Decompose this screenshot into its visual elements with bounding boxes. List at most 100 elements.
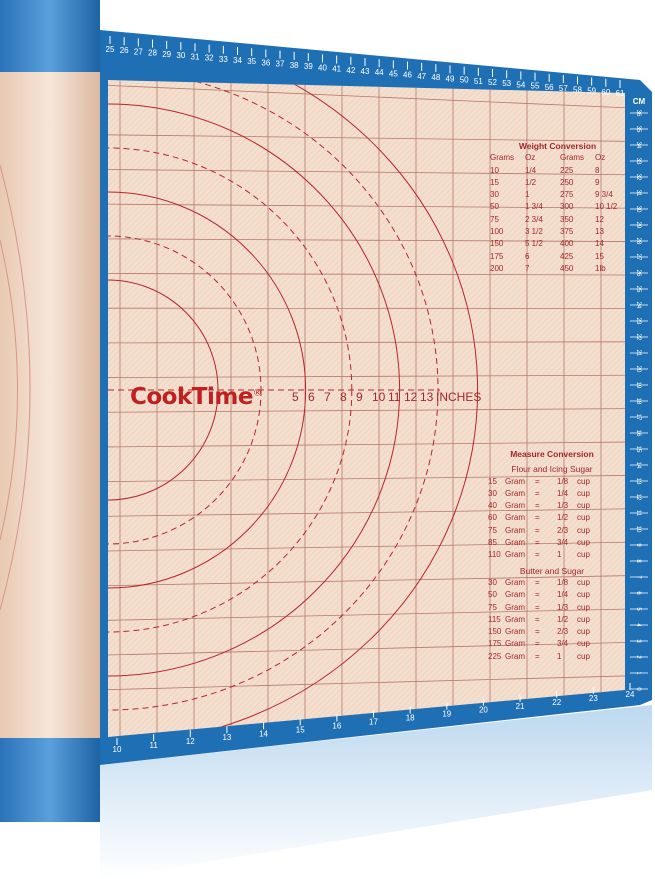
table-row: 175 Gram = 3/4 cup xyxy=(488,639,590,649)
right-ruler-unit: CM xyxy=(633,97,646,106)
rolled-mat xyxy=(0,0,100,820)
top-ruler-label: 36 xyxy=(261,58,270,67)
top-ruler-label: 48 xyxy=(431,73,440,82)
top-ruler-label: 29 xyxy=(162,50,171,59)
table-row: 40 Gram = 1/3 cup xyxy=(488,501,590,511)
right-ruler-label: 35 xyxy=(635,126,641,133)
right-ruler-label: 3 xyxy=(635,639,641,643)
inch-label: 7 xyxy=(324,390,331,404)
grid-line xyxy=(108,238,625,243)
right-ruler-label: 12 xyxy=(635,494,641,501)
bottom-ruler-label: 12 xyxy=(186,737,195,746)
grid-line xyxy=(108,508,625,517)
right-ruler-label: 10 xyxy=(635,526,641,533)
top-ruler-label: 47 xyxy=(417,72,426,81)
bottom-ruler-label: 14 xyxy=(259,729,268,738)
top-ruler-label: 39 xyxy=(304,62,313,71)
right-ruler-label: 30 xyxy=(635,206,641,213)
top-ruler-label: 44 xyxy=(375,68,384,77)
grid-line xyxy=(108,134,625,142)
bottom-ruler-label: 15 xyxy=(296,725,305,734)
section-title: Flour and Icing Sugar xyxy=(511,464,593,475)
top-ruler-label: 56 xyxy=(545,83,554,92)
table-row: 150 Gram = 2/3 cup xyxy=(488,627,590,637)
bottom-ruler-label: 10 xyxy=(113,745,122,754)
circle-guide xyxy=(108,191,307,589)
top-ruler-label: 58 xyxy=(573,85,582,94)
right-ruler-label: 23 xyxy=(635,318,641,325)
top-ruler-label: 33 xyxy=(219,55,228,64)
weight-conversion-table: Weight Conversion Grams Oz Grams Oz 10 1/4 225… xyxy=(490,140,625,275)
right-ruler-label: 19 xyxy=(635,382,641,389)
table-row: 60 Gram = 1/2 cup xyxy=(488,513,590,523)
grid-line xyxy=(108,341,625,344)
grid-line xyxy=(108,675,625,691)
top-ruler-label: 45 xyxy=(389,69,398,78)
table-row: 225 Gram = 1 cup xyxy=(488,651,590,661)
right-ruler-label: 34 xyxy=(635,142,641,149)
right-ruler-label: 9 xyxy=(635,543,641,547)
inch-label: 9 xyxy=(356,390,363,404)
table-row: 15 Gram = 1/8 cup xyxy=(488,476,590,486)
inch-label: 12 xyxy=(404,390,418,404)
grid-line xyxy=(108,642,625,656)
top-ruler-label: 57 xyxy=(559,84,568,93)
right-ruler-label: 25 xyxy=(635,286,641,293)
bottom-ruler-label: 23 xyxy=(589,694,598,703)
right-ruler-label: 7 xyxy=(635,575,641,579)
grid-lines xyxy=(108,80,625,737)
grid-line xyxy=(108,408,625,413)
right-ruler-label: 22 xyxy=(635,334,641,341)
right-ruler-label: 32 xyxy=(635,174,641,181)
inch-label: 6 xyxy=(308,390,315,404)
grid-line xyxy=(108,374,625,379)
rolled-circle-line xyxy=(0,239,18,541)
right-ruler-label: 16 xyxy=(635,430,641,437)
table-row: 50 1 3/4 300 10 1/2 xyxy=(490,202,618,212)
table-row: 15 1/2 250 9 xyxy=(490,177,600,187)
table-row: 85 Gram = 3/4 cup xyxy=(488,538,590,548)
right-ruler-label: 24 xyxy=(635,302,641,309)
right-ruler-label: 20 xyxy=(635,366,641,373)
grid-line xyxy=(108,541,625,552)
bottom-ruler-label: 17 xyxy=(369,718,378,727)
top-ruler-label: 54 xyxy=(516,80,525,89)
rolled-circle-line xyxy=(0,164,31,611)
right-ruler-label: 29 xyxy=(635,222,641,229)
right-ruler-label: 2 xyxy=(635,655,641,659)
top-ruler-label: 50 xyxy=(460,76,469,85)
bottom-ruler-label: 16 xyxy=(332,721,341,730)
cooktime-logo: CookTime® xyxy=(130,384,262,410)
circle-guides xyxy=(108,80,479,737)
right-ruler-label: 17 xyxy=(635,414,641,421)
grid-line xyxy=(108,169,625,176)
table-row: 75 Gram = 1/3 cup xyxy=(488,602,590,612)
grid-line xyxy=(108,441,625,448)
right-ruler-label: 1 xyxy=(635,671,641,675)
bottom-ruler-label: 18 xyxy=(406,714,415,723)
grid-line xyxy=(108,608,625,621)
top-ruler-label: 30 xyxy=(176,51,185,60)
top-ruler-label: 26 xyxy=(120,46,129,55)
top-ruler-label: 32 xyxy=(205,54,214,63)
inch-label: 8 xyxy=(340,390,347,404)
right-ruler-label: 27 xyxy=(635,254,641,261)
bottom-ruler-label: 13 xyxy=(222,733,231,742)
inch-scale: 5 6 7 8 9 10 11 12 13 INCHES xyxy=(292,390,481,404)
inch-label: 11 xyxy=(388,390,401,404)
right-ruler-label: 31 xyxy=(635,190,641,197)
top-ruler-label: 55 xyxy=(531,82,540,91)
measure-conversion-title: Measure Conversion xyxy=(510,449,594,459)
top-ruler-label: 42 xyxy=(346,66,355,75)
right-ruler-label: 18 xyxy=(635,398,641,405)
top-ruler-label: 25 xyxy=(106,45,115,54)
table-row: 150 5 1/2 400 14 xyxy=(490,239,604,249)
table-row: 115 Gram = 1/2 cup xyxy=(488,614,590,624)
bottom-ruler-label: 22 xyxy=(552,698,561,707)
table-row: 30 Gram = 1/8 cup xyxy=(488,577,590,587)
measure-conversion-table: Measure Conversion Flour and Icing Sugar… xyxy=(488,448,616,663)
right-ruler-label: 14 xyxy=(635,462,641,469)
top-ruler-label: 28 xyxy=(148,49,157,58)
right-ruler-label: 4 xyxy=(635,623,641,627)
